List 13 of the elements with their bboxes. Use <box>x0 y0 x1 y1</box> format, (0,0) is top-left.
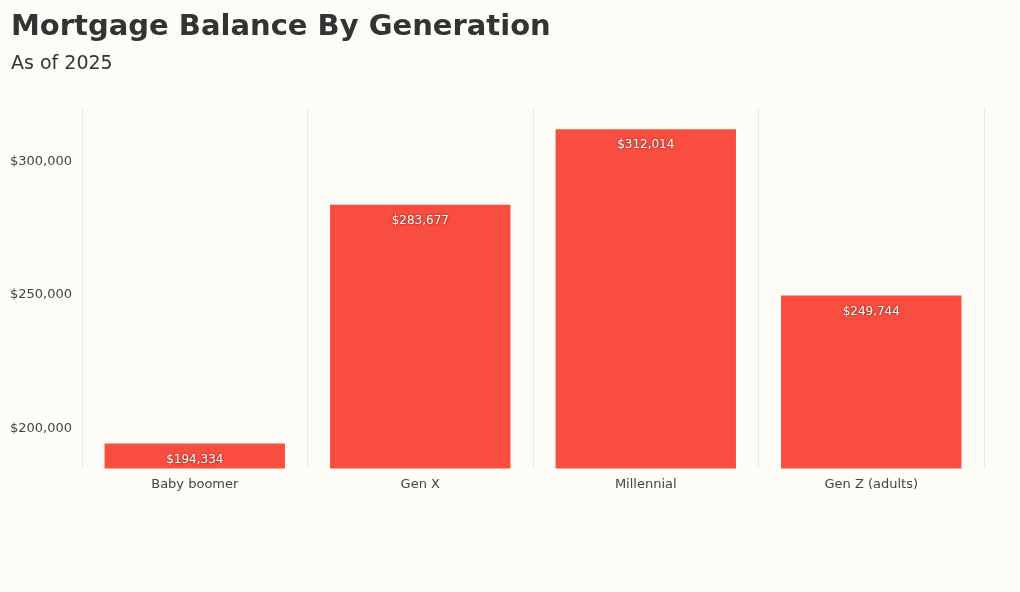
x-tick-label: Gen Z (adults) <box>824 475 919 491</box>
y-tick-label: $200,000 <box>10 419 73 435</box>
y-tick-label: $300,000 <box>10 152 73 168</box>
x-tick-label: Gen X <box>400 475 441 491</box>
x-tick-label: Baby boomer <box>151 475 239 491</box>
data-label: $194,334 <box>166 451 224 466</box>
chart-title: Mortgage Balance By Generation <box>11 8 551 42</box>
y-tick-label: $250,000 <box>10 286 73 302</box>
data-label: $283,677 <box>391 212 449 227</box>
x-tick-label: Millennial <box>614 475 677 491</box>
data-label: $249,744 <box>842 303 900 318</box>
chart-subtitle: As of 2025 <box>11 51 113 73</box>
data-label: $312,014 <box>617 137 675 152</box>
